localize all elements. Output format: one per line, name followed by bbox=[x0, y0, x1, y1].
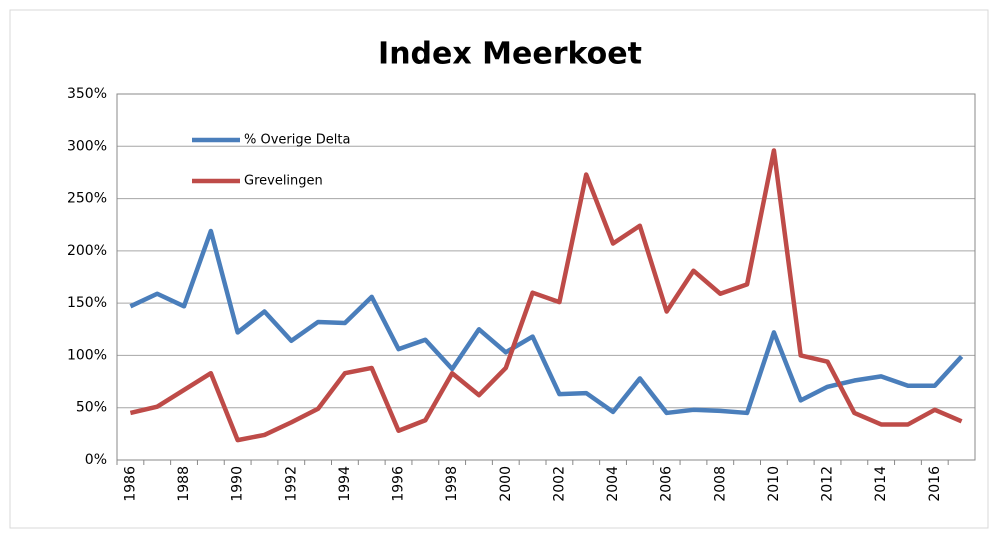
x-tick-label: 1992 bbox=[283, 466, 299, 502]
x-tick-label: 2004 bbox=[605, 466, 621, 502]
y-tick-label: 250% bbox=[67, 191, 107, 207]
data-line bbox=[129, 228, 964, 416]
y-tick-label: 350% bbox=[67, 86, 107, 102]
x-tick-label: 2002 bbox=[551, 466, 567, 502]
x-tick-label: 2008 bbox=[712, 466, 728, 502]
x-tick-label: 1996 bbox=[391, 466, 407, 502]
x-tick-label: 2016 bbox=[927, 466, 943, 502]
x-tick-label: 1994 bbox=[337, 466, 353, 502]
y-tick-label: 150% bbox=[67, 295, 107, 311]
x-tick-label: 1986 bbox=[122, 466, 138, 502]
chart-frame bbox=[9, 9, 989, 529]
legend-label: % Overige Delta bbox=[244, 133, 350, 148]
data-line bbox=[129, 148, 963, 443]
y-tick-label: 200% bbox=[67, 243, 107, 259]
x-tick-label: 1988 bbox=[176, 466, 192, 502]
y-tick-label: 100% bbox=[67, 347, 107, 363]
x-tick-label: 1990 bbox=[230, 466, 246, 502]
y-tick-label: 0% bbox=[85, 452, 107, 468]
y-tick-label: 50% bbox=[76, 400, 107, 416]
x-tick-label: 2006 bbox=[659, 466, 675, 502]
x-tick-label: 2014 bbox=[873, 466, 889, 502]
x-tick-label: 1998 bbox=[444, 466, 460, 502]
chart-title: Index Meerkoet bbox=[378, 37, 642, 72]
legend-label: Grevelingen bbox=[244, 174, 323, 189]
x-tick-label: 2012 bbox=[820, 466, 836, 502]
x-tick-label: 2000 bbox=[498, 466, 514, 502]
y-tick-label: 300% bbox=[67, 138, 107, 154]
x-tick-label: 2010 bbox=[766, 466, 782, 502]
